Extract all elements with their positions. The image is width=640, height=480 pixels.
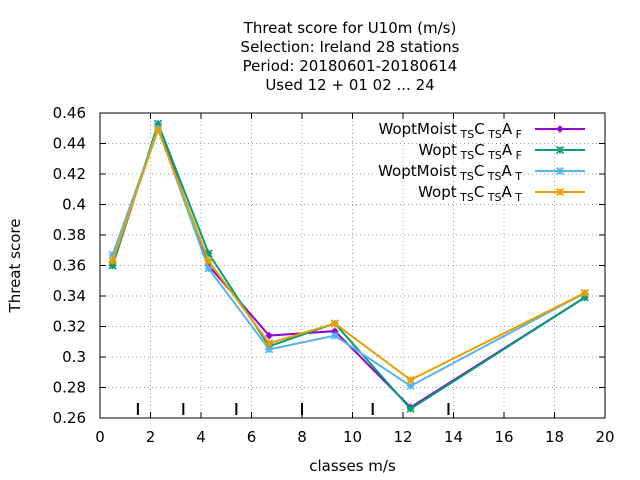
series-line <box>111 122 586 409</box>
data-point <box>406 381 415 391</box>
series-line <box>111 125 586 388</box>
y-tick-label: 0.36 <box>53 257 86 275</box>
legend-marker <box>555 166 565 176</box>
y-axis-label: Threat score <box>6 219 24 314</box>
legend-label: WoptMoist TSC TSA F <box>379 120 523 141</box>
y-tick-label: 0.46 <box>53 104 86 122</box>
x-tick-label: 8 <box>297 428 307 446</box>
x-tick-label: 2 <box>146 428 156 446</box>
data-point <box>265 345 274 354</box>
x-tick-label: 12 <box>393 428 412 446</box>
legend-marker <box>555 187 565 197</box>
y-tick-label: 0.34 <box>53 287 86 305</box>
series-1 <box>109 121 589 411</box>
title-line-4: Used 12 + 01 02 ... 24 <box>265 76 434 94</box>
series-3 <box>108 124 589 391</box>
data-point <box>265 332 273 340</box>
data-point <box>204 264 213 273</box>
data-point <box>108 256 117 265</box>
legend-entry-2: Wopt TSC TSA F <box>418 141 585 162</box>
data-point <box>330 319 339 328</box>
class-boundary-marks <box>136 403 450 415</box>
series-4 <box>108 125 589 384</box>
series-lines <box>108 119 589 413</box>
y-tick-label: 0.38 <box>53 226 86 244</box>
x-tick-label: 16 <box>494 428 513 446</box>
y-tick-label: 0.44 <box>53 135 86 153</box>
x-tick-label: 0 <box>95 428 105 446</box>
x-tick-label: 18 <box>545 428 564 446</box>
data-point <box>406 375 415 384</box>
title-line-3: Period: 20180601-20180614 <box>243 57 458 75</box>
legend-label: WoptMoist TSC TSA T <box>378 162 522 183</box>
series-line <box>111 120 586 411</box>
x-tick-label: 10 <box>343 428 362 446</box>
y-tick-label: 0.32 <box>53 318 86 336</box>
legend-entry-3: WoptMoist TSC TSA T <box>378 162 585 183</box>
y-tick-label: 0.26 <box>53 409 86 427</box>
x-tick-label: 20 <box>595 428 614 446</box>
x-tick-label: 14 <box>444 428 463 446</box>
y-tick-label: 0.4 <box>62 196 86 214</box>
legend-marker <box>556 125 564 133</box>
grid-lines <box>100 113 605 418</box>
legend-entry-4: Wopt TSC TSA T <box>418 183 585 204</box>
title-line-1: Threat score for U10m (m/s) <box>243 19 457 37</box>
data-point <box>330 331 339 340</box>
legend-entry-1: WoptMoist TSC TSA F <box>379 120 585 141</box>
legend-marker <box>555 145 565 155</box>
chart-title: Threat score for U10m (m/s)Selection: Ir… <box>241 19 460 94</box>
series-2 <box>108 119 589 413</box>
x-tick-label: 6 <box>247 428 257 446</box>
data-point <box>265 339 274 348</box>
data-point <box>204 256 213 265</box>
y-tick-label: 0.42 <box>53 165 86 183</box>
data-point <box>154 125 163 134</box>
y-tick-label: 0.28 <box>53 379 86 397</box>
legend-label: Wopt TSC TSA F <box>418 141 522 162</box>
y-tick-label: 0.3 <box>62 348 86 366</box>
legend-label: Wopt TSC TSA T <box>418 183 522 204</box>
axis-ticks: 0 2 4 6 8 10 12 14 16 18 20 0.26 0.28 0.3 0.32 0.34 0.36… <box>53 104 615 446</box>
x-tick-label: 4 <box>196 428 206 446</box>
data-point <box>580 288 589 298</box>
data-point <box>406 404 415 413</box>
title-line-2: Selection: Ireland 28 stations <box>241 38 460 56</box>
x-axis-label: classes m/s <box>309 457 396 475</box>
